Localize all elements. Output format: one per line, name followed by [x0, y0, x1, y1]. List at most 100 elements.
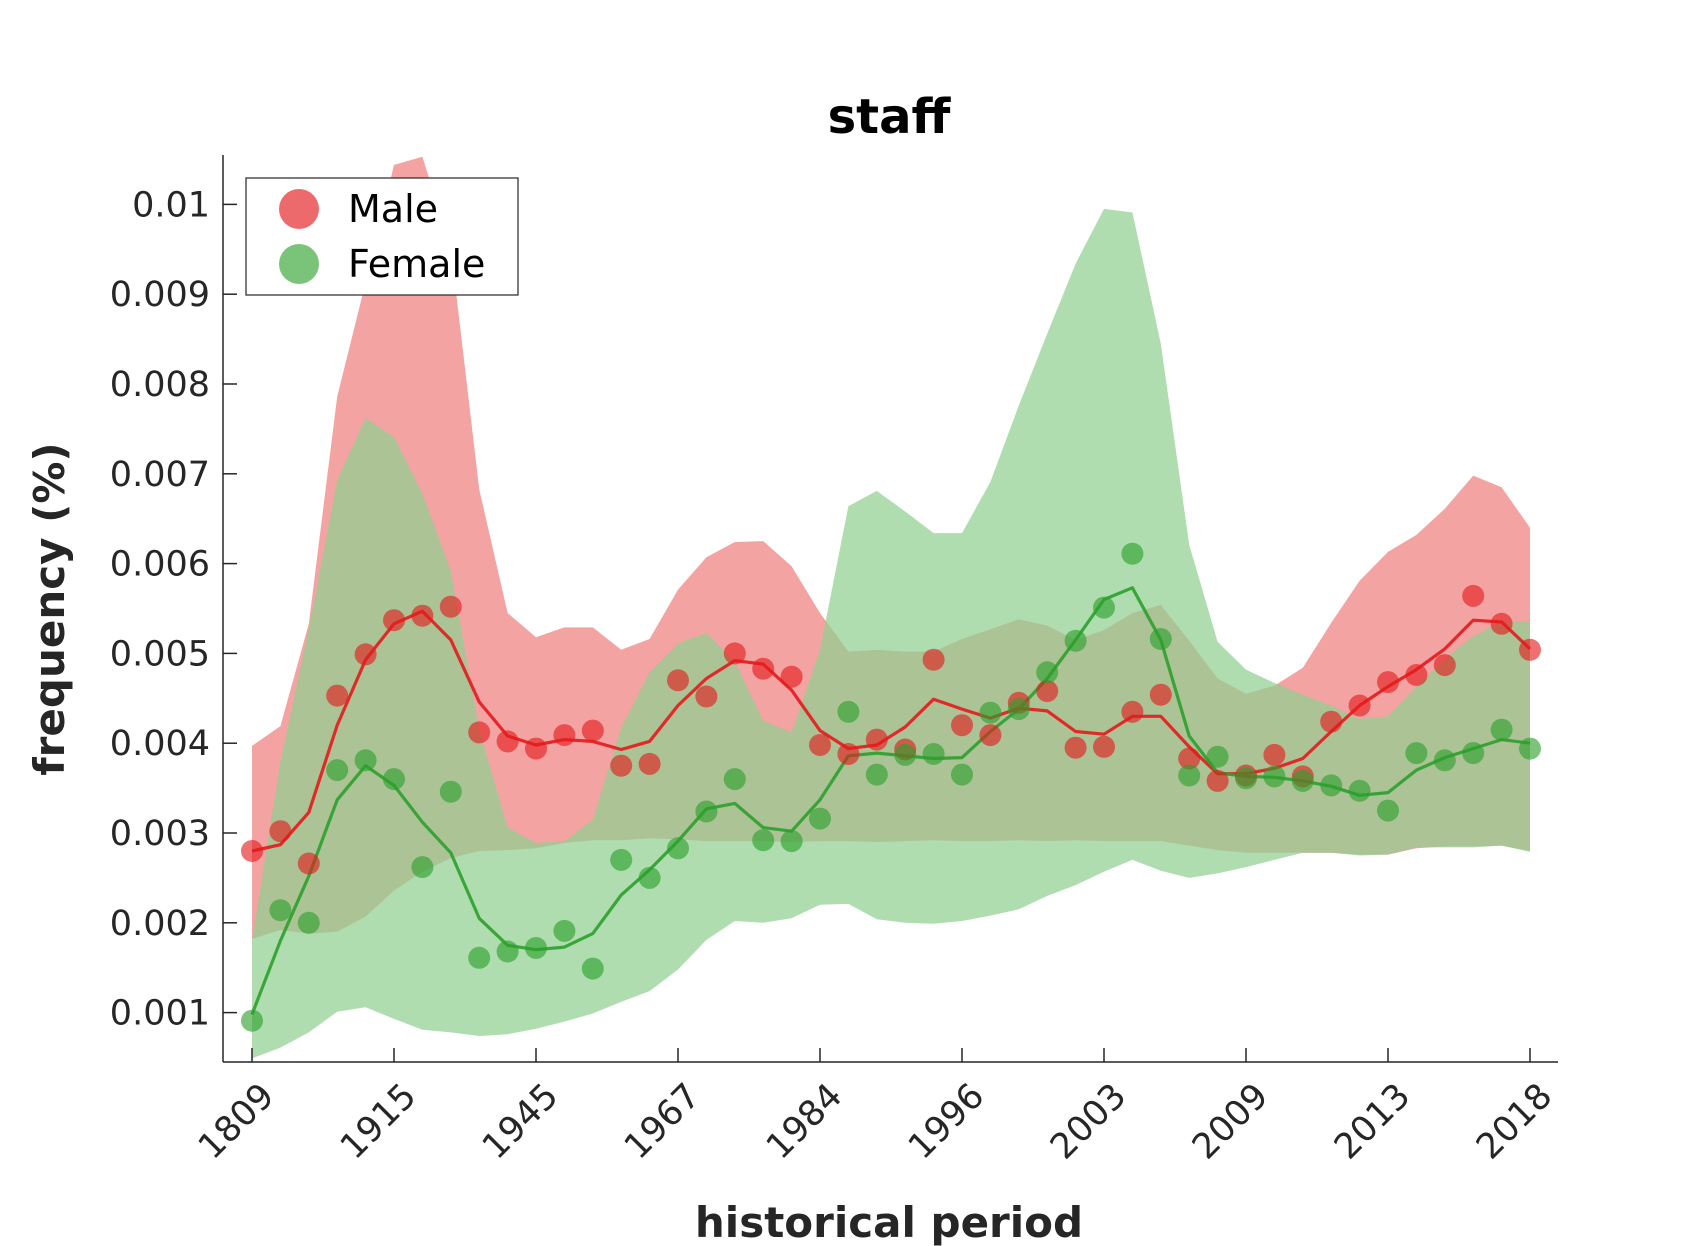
data-point-male: [922, 648, 945, 671]
data-point-male: [241, 840, 263, 862]
data-point-female: [525, 937, 547, 959]
data-point-male: [1263, 743, 1286, 766]
y-axis-label: frequency (%): [25, 442, 74, 775]
data-point-female: [496, 940, 519, 963]
data-point-female: [638, 866, 661, 889]
data-point-male: [553, 724, 576, 747]
data-point-female: [894, 743, 917, 766]
y-tick-label: 0.006: [110, 545, 210, 585]
chart-title: staff: [828, 89, 952, 145]
data-point-female: [1178, 764, 1201, 787]
data-point-female: [468, 946, 491, 969]
data-point-female: [1348, 779, 1371, 802]
data-point-female: [439, 780, 462, 803]
data-point-male: [354, 643, 377, 666]
data-point-female: [411, 856, 434, 879]
data-point-female: [951, 763, 973, 786]
data-point-male: [951, 714, 973, 737]
data-point-male: [809, 734, 831, 756]
data-point-female: [269, 899, 292, 922]
y-tick-label: 0.003: [110, 814, 210, 854]
y-tick-label: 0.009: [110, 275, 210, 315]
data-point-female: [1093, 596, 1115, 619]
data-point-male: [468, 721, 491, 744]
data-point-female: [1320, 774, 1343, 797]
data-point-female: [1291, 769, 1314, 792]
data-point-male: [1178, 747, 1201, 770]
data-point-female: [667, 837, 689, 860]
data-point-male: [667, 669, 689, 692]
data-point-female: [1462, 742, 1485, 765]
data-point-female: [780, 830, 803, 853]
data-point-male: [1519, 638, 1541, 661]
data-point-female: [1206, 745, 1229, 768]
data-point-male: [723, 642, 746, 665]
data-point-male: [610, 754, 633, 777]
data-point-female: [1149, 628, 1172, 650]
y-tick-label: 0.008: [110, 365, 210, 405]
y-tick-label: 0.002: [110, 904, 210, 944]
data-point-male: [1320, 710, 1343, 733]
data-points: [241, 542, 1541, 1032]
data-point-male: [865, 728, 888, 751]
legend-marker-male: [279, 189, 319, 229]
data-point-female: [581, 957, 604, 980]
data-point-female: [553, 919, 576, 942]
data-point-male: [1093, 735, 1115, 758]
data-point-female: [1377, 799, 1399, 822]
data-point-male: [525, 737, 547, 760]
data-point-female: [241, 1009, 263, 1032]
data-point-male: [439, 595, 462, 618]
data-point-female: [723, 768, 746, 791]
data-point-female: [1405, 742, 1428, 765]
data-point-female: [383, 768, 405, 791]
data-point-male: [1348, 694, 1371, 717]
data-point-male: [411, 604, 434, 627]
data-point-male: [1064, 736, 1087, 759]
data-point-female: [1235, 767, 1257, 790]
y-tick-label: 0.007: [110, 455, 210, 495]
trend-lines: [250, 586, 1532, 1015]
data-point-male: [1433, 654, 1456, 677]
y-tick-label: 0.01: [132, 185, 210, 225]
data-point-male: [383, 609, 405, 632]
data-point-female: [1121, 542, 1144, 565]
trend-line-female: [250, 586, 1531, 1015]
trend-line-male: [251, 609, 1532, 853]
data-point-male: [1121, 700, 1144, 723]
data-point-female: [1490, 718, 1513, 741]
data-point-male: [1462, 584, 1485, 607]
data-point-female: [837, 700, 860, 723]
data-point-male: [638, 752, 661, 775]
data-point-female: [1036, 661, 1059, 684]
data-point-female: [809, 807, 831, 830]
data-point-male: [752, 657, 775, 680]
x-axis-label: historical period: [695, 1198, 1083, 1246]
data-point-male: [1149, 683, 1172, 706]
legend-label-male: Male: [348, 187, 438, 231]
data-point-male: [1206, 769, 1229, 792]
data-point-female: [610, 848, 633, 871]
data-point-female: [752, 829, 775, 852]
data-point-male: [581, 719, 604, 742]
data-point-male: [837, 743, 860, 765]
legend-label-female: Female: [348, 242, 485, 286]
legend: Male Female: [245, 177, 519, 296]
y-tick-label: 0.004: [110, 724, 210, 764]
legend-marker-female: [279, 244, 319, 284]
data-point-female: [1064, 629, 1087, 652]
data-point-female: [1433, 749, 1456, 772]
data-point-female: [865, 763, 888, 786]
data-point-male: [1036, 680, 1059, 703]
y-tick-label: 0.001: [110, 994, 210, 1034]
data-point-female: [354, 749, 377, 772]
data-point-male: [979, 724, 1002, 747]
data-point-male: [496, 730, 519, 753]
data-point-male: [1405, 664, 1428, 686]
data-point-female: [1007, 698, 1030, 721]
data-point-male: [695, 685, 718, 708]
data-point-male: [297, 852, 320, 875]
data-point-female: [979, 701, 1002, 724]
data-point-female: [695, 800, 718, 823]
